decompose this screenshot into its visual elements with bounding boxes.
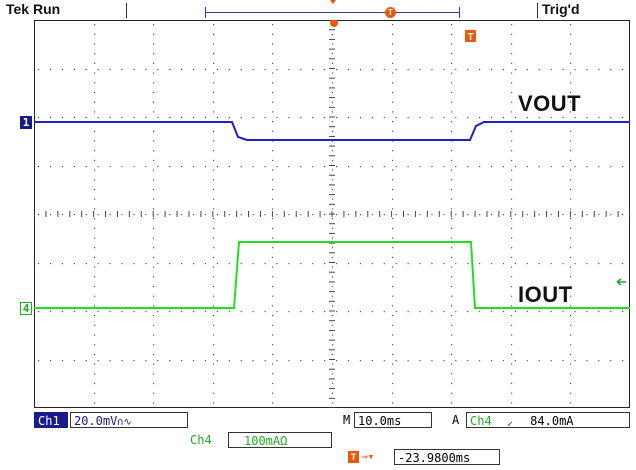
record-overview[interactable]: T	[205, 0, 460, 18]
trigger-offset-readout[interactable]: -23.9800ms	[394, 449, 500, 465]
ch4-scale-readout[interactable]: 100mAΩ	[228, 432, 332, 448]
trigger-offset-arrow-icon: →▾	[361, 450, 375, 463]
trigger-level-arrow-icon	[616, 278, 626, 286]
iout-label: IOUT	[518, 282, 573, 307]
trigger-level: 84.0mA	[530, 414, 574, 428]
record-right-bracket	[459, 7, 460, 18]
trigger-point-icon: T	[385, 7, 396, 18]
trigger-position-arrow-icon	[330, 0, 336, 4]
impedance-icon: Ω	[280, 434, 288, 448]
trigger-status: Trig'd	[542, 1, 580, 17]
record-left-bracket	[205, 7, 206, 18]
acquisition-status: Tek Run	[6, 1, 61, 17]
coupling-icon: ∩∿	[117, 417, 132, 428]
ch1-scale-readout[interactable]: 20.0mV∩∿	[70, 412, 188, 428]
ch4-scale-value: 100mA	[244, 434, 281, 448]
record-bar	[205, 12, 460, 13]
trigger-source: Ch4	[470, 414, 492, 428]
timebase-readout[interactable]: 10.0ms	[354, 412, 432, 428]
ch1-ground-marker[interactable]: 1	[20, 116, 32, 129]
graticule: T	[34, 20, 630, 408]
status-bar: Tek Run T Trig'd	[0, 0, 636, 20]
trigger-slope-icon: ⸝	[506, 414, 513, 428]
ch4-ground-marker[interactable]: 4	[20, 302, 32, 315]
trigger-mode: A	[452, 413, 460, 427]
iout-trace	[34, 241, 630, 309]
grid-dots	[34, 20, 630, 408]
ch1-badge[interactable]: Ch1	[34, 412, 68, 428]
divider	[126, 3, 127, 18]
trigger-t-glyph: T	[467, 32, 473, 43]
trigger-position-icon	[330, 20, 338, 27]
divider	[537, 3, 538, 18]
ch1-scale-value: 20.0mV	[74, 414, 118, 428]
ch4-label: Ch4	[190, 433, 212, 447]
timebase-prefix: M	[343, 413, 351, 427]
trigger-offset-t-icon: T	[348, 451, 359, 463]
scope-display[interactable]: T VOUT IOUT	[34, 20, 630, 408]
vout-label: VOUT	[518, 91, 582, 116]
trigger-t-icon	[465, 30, 476, 42]
trigger-readout[interactable]: Ch4 ⸝ 84.0mA	[466, 412, 630, 428]
vout-trace	[34, 121, 630, 141]
